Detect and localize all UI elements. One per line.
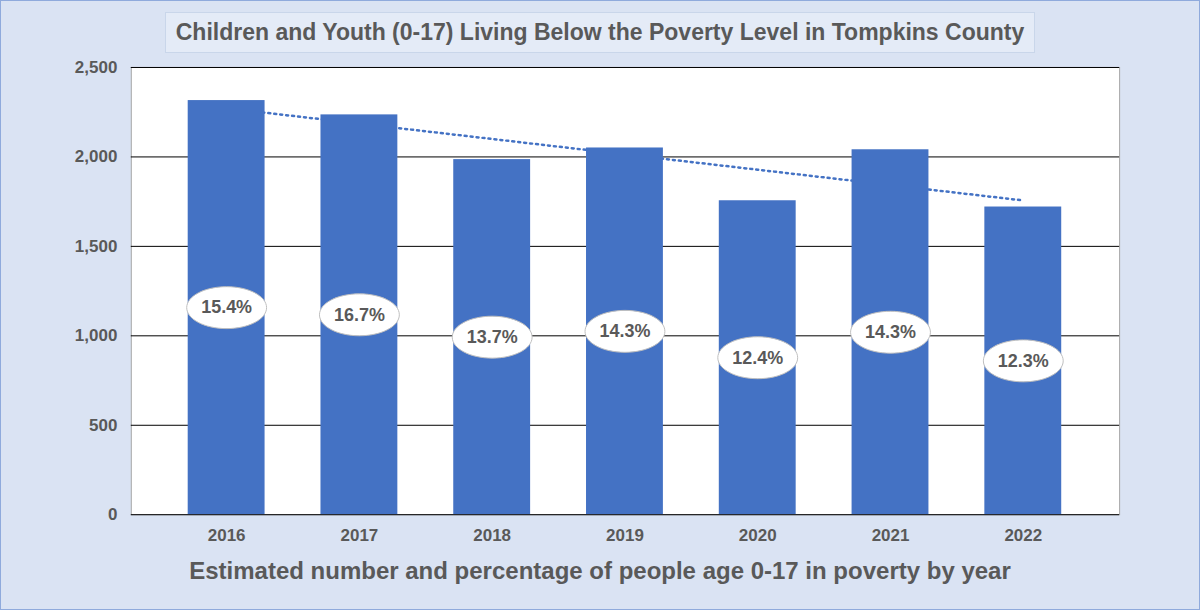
svg-text:14.3%: 14.3% <box>865 322 916 342</box>
svg-text:2018: 2018 <box>473 526 511 545</box>
svg-text:2020: 2020 <box>739 526 777 545</box>
svg-text:2,500: 2,500 <box>75 58 117 77</box>
svg-text:1,500: 1,500 <box>75 237 117 256</box>
svg-text:16.7%: 16.7% <box>334 305 385 325</box>
svg-text:12.3%: 12.3% <box>998 351 1049 371</box>
svg-text:2,000: 2,000 <box>75 147 117 166</box>
svg-text:2022: 2022 <box>1004 526 1042 545</box>
html-text:Estimated number and percentag: Estimated number and percentage of peopl… <box>189 557 1011 584</box>
svg-text:2019: 2019 <box>606 526 644 545</box>
html-text:Children and Youth (0-17) Livi: Children and Youth (0-17) Living Below t… <box>175 19 1025 45</box>
svg-text:13.7%: 13.7% <box>467 327 518 347</box>
svg-text:1,000: 1,000 <box>75 326 117 345</box>
svg-text:12.4%: 12.4% <box>732 347 783 367</box>
svg-text:15.4%: 15.4% <box>201 297 252 317</box>
svg-text:14.3%: 14.3% <box>600 321 651 341</box>
svg-text:2016: 2016 <box>208 526 246 545</box>
svg-text:0: 0 <box>108 505 117 524</box>
svg-text:2017: 2017 <box>341 526 379 545</box>
svg-text:500: 500 <box>89 416 117 435</box>
svg-text:2021: 2021 <box>872 526 910 545</box>
